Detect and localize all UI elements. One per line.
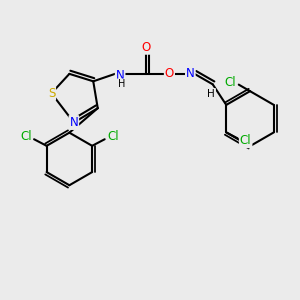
Text: O: O <box>141 41 150 54</box>
Text: Cl: Cl <box>225 76 236 89</box>
Text: Cl: Cl <box>107 130 118 143</box>
Text: N: N <box>186 68 195 80</box>
Text: S: S <box>48 87 55 100</box>
Text: Cl: Cl <box>20 130 32 143</box>
Text: O: O <box>165 68 174 80</box>
Text: Cl: Cl <box>240 134 251 147</box>
Text: H: H <box>118 79 125 89</box>
Text: H: H <box>207 89 215 99</box>
Text: N: N <box>70 116 78 129</box>
Text: N: N <box>116 69 124 82</box>
